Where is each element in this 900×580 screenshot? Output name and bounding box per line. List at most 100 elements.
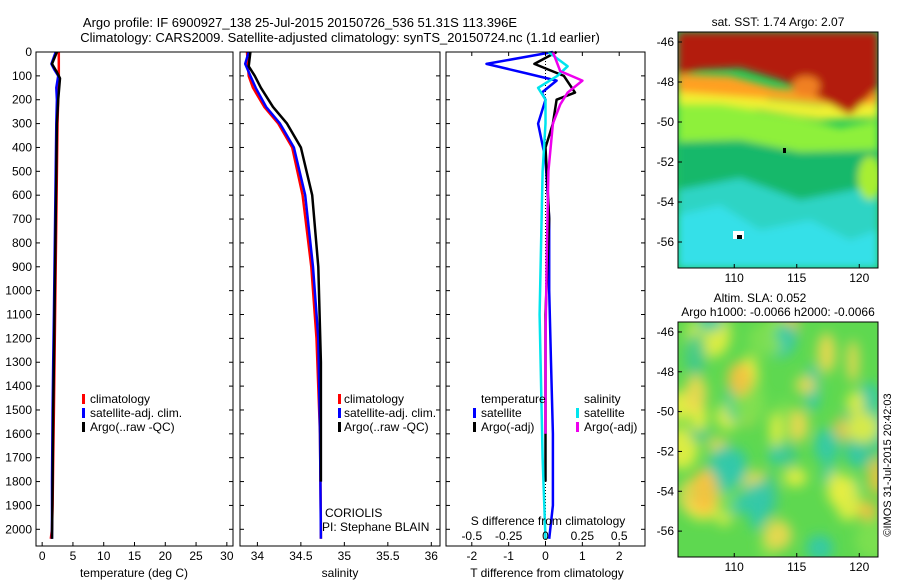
sla-map-subtitle: Argo h1000: -0.0066 h2000: -0.0066 [681,305,875,319]
y-tick-label: 1100 [6,308,32,322]
legend-heading-temperature: temperature [481,392,546,406]
legend-label-argo: Argo(..raw -QC) [90,420,175,434]
legend-label-temp-argo: Argo(-adj) [481,420,534,434]
series-line-argo-raw-qc- [247,51,323,482]
x-tick-label: 25 [189,549,203,563]
y-tick-label: 1700 [5,451,32,465]
legend-swatch-satellite [338,408,341,418]
difference-ticks: -2 -1 0 1 2 -0.5 -0.25 0 0.25 0.5 [446,51,645,563]
salinity-ticks: 34 34.5 35 35.5 36 [240,51,440,563]
x-tick-label: 0 [39,549,46,563]
y-tick-label: 1900 [5,498,32,512]
y-tick-label: 1500 [5,403,32,417]
map-y-tick-label: -48 [657,75,675,89]
temperature-xlabel: temperature (deg C) [80,566,188,580]
map-x-tick-label: 110 [725,560,744,574]
sst-map-frame [677,31,879,269]
y-tick-label: 400 [12,140,32,154]
map-x-tick-label: 115 [787,271,806,285]
y-tick-label: 600 [12,188,32,202]
sst-map-image [678,32,878,268]
legend-swatch-climatology [338,394,341,404]
temperature-ticks: 0100200300400500600700800900100011001200… [5,45,234,563]
y-tick-label: 1300 [5,355,32,369]
map-y-tick-label: -46 [657,35,675,49]
map-y-tick-label: -56 [657,524,675,538]
map-y-tick-label: -48 [657,365,675,379]
sst-map-ticks: 110 115 120 -46 -48 -50 -52 -54 -56 [657,35,870,285]
pi-annotation: PI: Stephane BLAIN [322,520,429,534]
copyright-stamp: ©IMOS 31-Jul-2015 20:42:03 [882,393,894,536]
series-line-satellite [536,50,569,539]
data-centre-annotation: CORIOLIS [325,506,382,520]
sst-map-panel: sat. SST: 1.74 Argo: 2.07 [657,15,879,285]
map-y-tick-label: -52 [657,444,675,458]
y-tick-label: 1400 [5,379,32,393]
x-tick-label: 0.5 [611,529,628,543]
figure-title-line1: Argo profile: IF 6900927_138 25-Jul-2015… [83,15,517,30]
map-y-tick-label: -54 [657,195,675,209]
sst-map-title: sat. SST: 1.74 Argo: 2.07 [712,15,845,29]
legend-swatch-sal-satellite [576,408,579,418]
salinity-axes-frame [239,51,441,547]
x-tick-label: 10 [97,549,111,563]
series-line-argo-raw-qc- [50,51,62,539]
map-y-tick-label: -56 [657,235,675,249]
legend-heading-salinity: salinity [584,392,621,406]
legend-label-sal-argo: Argo(-adj) [584,420,637,434]
salinity-series [243,51,323,539]
x-tick-label: -0.5 [461,529,482,543]
x-tick-label: 34.5 [289,549,313,563]
y-tick-label: 1800 [5,475,32,489]
figure-title-line2: Climatology: CARS2009. Satellite-adjuste… [80,30,600,45]
legend-swatch-argo [82,422,85,432]
sla-map-panel: Altim. SLA: 0.052 Argo h1000: -0.0066 h2… [657,291,879,574]
x-tick-label: 1 [579,549,586,563]
y-tick-label: 300 [12,117,32,131]
legend-label-sal-satellite: satellite [584,406,625,420]
series-line-satellite [485,50,558,539]
y-tick-label: 2000 [5,522,32,536]
y-tick-label: 100 [12,69,32,83]
difference-axes-frame [445,51,646,547]
salinity-xlabel: salinity [322,566,359,580]
map-y-tick-label: -54 [657,484,675,498]
x-tick-label: 0 [542,529,549,543]
y-tick-label: 0 [25,45,32,59]
legend-label-satellite: satellite-adj. clim. [344,406,436,420]
x-tick-label: 15 [128,549,142,563]
legend-swatch-argo [338,422,341,432]
y-tick-label: 700 [12,212,32,226]
series-line-satellite-adj-clim- [243,51,323,539]
temperature-axes-frame [35,51,234,547]
map-x-tick-label: 120 [849,560,869,574]
x-tick-label: 35 [338,549,352,563]
x-tick-label: 0.25 [571,529,595,543]
difference-legend: temperature salinity satellite Argo(-adj… [473,392,637,434]
temperature-legend: climatology satellite-adj. clim. Argo(..… [82,392,182,434]
legend-swatch-satellite [82,408,85,418]
difference-panel: -2 -1 0 1 2 -0.5 -0.25 0 0.25 0.5 S difference fr… [445,50,646,580]
y-tick-label: 1200 [5,331,32,345]
map-x-tick-label: 110 [725,271,744,285]
series-line-argo-adj- [544,51,584,434]
temperature-panel: 0100200300400500600700800900100011001200… [5,45,234,580]
legend-swatch-temp-satellite [473,408,476,418]
x-tick-label: 20 [159,549,173,563]
x-tick-label: 30 [220,549,234,563]
legend-label-climatology: climatology [90,392,150,406]
legend-label-argo: Argo(..raw -QC) [344,420,429,434]
map-y-tick-label: -50 [657,405,675,419]
x-tick-label: -0.25 [495,529,523,543]
s-difference-label: S difference from climatology [471,514,626,528]
x-tick-label: -2 [466,549,477,563]
y-tick-label: 500 [12,164,32,178]
map-x-tick-label: 120 [849,271,869,285]
y-tick-label: 1000 [5,284,32,298]
legend-label-climatology: climatology [344,392,404,406]
x-tick-label: -1 [503,549,514,563]
x-tick-label: 34 [251,549,265,563]
sla-map-image [678,322,878,557]
map-y-tick-label: -50 [657,115,675,129]
